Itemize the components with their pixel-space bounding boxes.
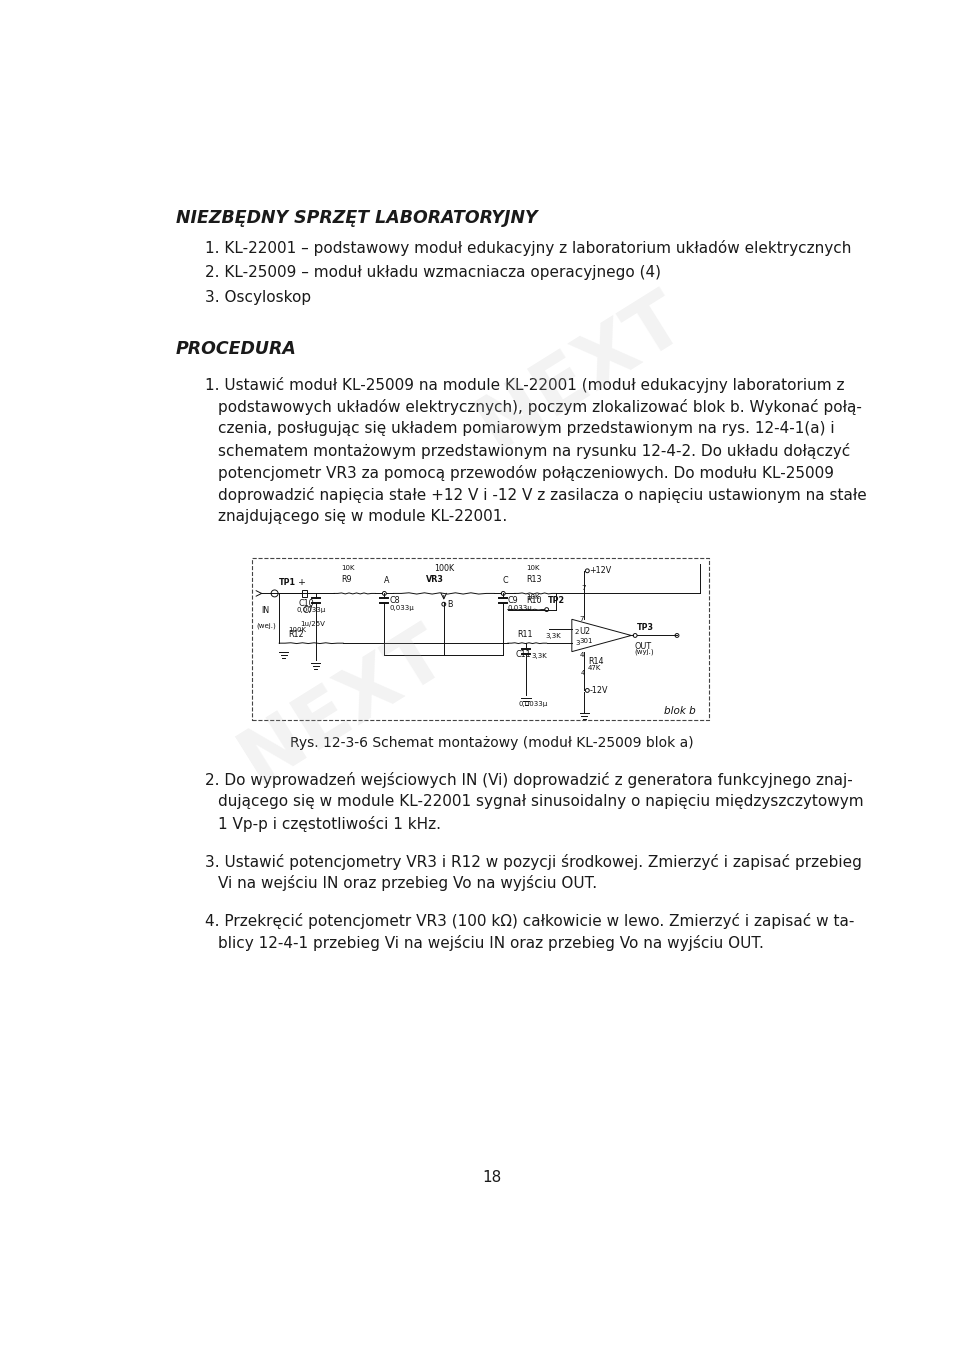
Text: +12V: +12V	[589, 566, 612, 575]
Text: 10K: 10K	[526, 565, 540, 571]
Text: 3,3K: 3,3K	[546, 632, 562, 639]
Text: (wej.): (wej.)	[256, 623, 276, 630]
Text: -12V: -12V	[589, 685, 608, 695]
Text: VR3: VR3	[425, 575, 444, 584]
Text: 3,3K: 3,3K	[532, 653, 547, 660]
Text: NEXT: NEXT	[466, 281, 697, 463]
Text: B: B	[447, 600, 452, 609]
Text: 3: 3	[575, 641, 580, 646]
Text: C7: C7	[302, 607, 313, 615]
Text: 4: 4	[581, 670, 586, 676]
Text: R9: R9	[341, 575, 351, 584]
Text: +: +	[298, 578, 305, 588]
Text: R14: R14	[588, 657, 604, 666]
Bar	[302, 589, 306, 597]
Text: C10: C10	[299, 598, 314, 608]
Text: C: C	[502, 577, 508, 585]
Text: znajdującego się w module KL-22001.: znajdującego się w module KL-22001.	[219, 509, 508, 524]
Text: doprowadzić napięcia stałe +12 V i -12 V z zasilacza o napięciu ustawionym na st: doprowadzić napięcia stałe +12 V i -12 V…	[219, 487, 867, 503]
Text: schematem montażowym przedstawionym na rysunku 12-4-2. Do układu dołączyć: schematem montażowym przedstawionym na r…	[219, 444, 851, 459]
Text: 2. Do wyprowadzeń wejściowych IN (Vi) doprowadzić z generatora funkcyjnego znaj-: 2. Do wyprowadzeń wejściowych IN (Vi) do…	[205, 772, 853, 788]
Text: blok b: blok b	[663, 706, 695, 716]
Text: 2. KL-25009 – moduł układu wzmacniacza operacyjnego (4): 2. KL-25009 – moduł układu wzmacniacza o…	[205, 265, 661, 281]
Text: C8: C8	[389, 596, 399, 605]
Text: 301: 301	[580, 638, 593, 643]
Text: R13: R13	[526, 575, 541, 584]
Text: 7: 7	[580, 616, 584, 622]
Text: (wyj.): (wyj.)	[635, 649, 654, 655]
Text: OUT: OUT	[635, 642, 652, 650]
Text: 3. Ustawić potencjometry VR3 i R12 w pozycji środkowej. Zmierzyć i zapisać przeb: 3. Ustawić potencjometry VR3 i R12 w poz…	[205, 854, 862, 870]
Text: 100K: 100K	[434, 565, 454, 573]
Text: 4: 4	[580, 651, 584, 658]
Text: 1 Vp-p i częstotliwości 1 kHz.: 1 Vp-p i częstotliwości 1 kHz.	[219, 816, 442, 832]
Text: R12: R12	[288, 630, 304, 639]
Text: 3. Oscyloskop: 3. Oscyloskop	[205, 290, 311, 305]
Text: 10K: 10K	[341, 565, 354, 571]
Text: Vi na wejściu IN oraz przebieg Vo na wyjściu OUT.: Vi na wejściu IN oraz przebieg Vo na wyj…	[219, 875, 597, 892]
Text: C11: C11	[516, 650, 531, 660]
Text: Rys. 12-3-6 Schemat montażowy (moduł KL-25009 blok a): Rys. 12-3-6 Schemat montażowy (moduł KL-…	[290, 737, 694, 750]
Text: czenia, posługując się układem pomiarowym przedstawionym na rys. 12-4-1(a) i: czenia, posługując się układem pomiarowy…	[219, 421, 835, 436]
Text: 0,0033μ: 0,0033μ	[518, 700, 547, 707]
Text: TP3: TP3	[636, 623, 654, 631]
Text: 100K: 100K	[288, 627, 306, 634]
Text: 18: 18	[482, 1170, 502, 1185]
Text: potencjometr VR3 za pomocą przewodów połączeniowych. Do modułu KL-25009: potencjometr VR3 za pomocą przewodów poł…	[219, 465, 834, 482]
Text: 2: 2	[575, 630, 579, 635]
Bar	[252, 558, 709, 719]
Text: NIEZBĘDNY SPRZĘT LABORATORYJNY: NIEZBĘDNY SPRZĘT LABORATORYJNY	[176, 209, 538, 227]
Text: 1. Ustawić moduł KL-25009 na module KL-22001 (moduł edukacyjny laboratorium z: 1. Ustawić moduł KL-25009 na module KL-2…	[205, 377, 845, 394]
Text: R10: R10	[526, 596, 541, 605]
Text: A: A	[384, 577, 389, 585]
Text: U2: U2	[580, 627, 590, 636]
Text: blicy 12-4-1 przebieg Vi na wejściu IN oraz przebieg Vo na wyjściu OUT.: blicy 12-4-1 przebieg Vi na wejściu IN o…	[219, 935, 764, 951]
Text: 1u/25V: 1u/25V	[300, 622, 325, 627]
Text: 0,033μ: 0,033μ	[389, 605, 414, 611]
Text: 0,0033μ: 0,0033μ	[297, 608, 325, 613]
Text: C9: C9	[508, 596, 518, 605]
Text: TP2: TP2	[547, 596, 564, 605]
Text: 1. KL-22001 – podstawowy moduł edukacyjny z laboratorium układów elektrycznych: 1. KL-22001 – podstawowy moduł edukacyjn…	[205, 240, 852, 256]
Text: 7: 7	[581, 585, 586, 592]
Text: NEXT: NEXT	[228, 615, 459, 798]
Text: 47K: 47K	[588, 665, 602, 672]
Text: PROCEDURA: PROCEDURA	[176, 341, 297, 358]
Text: R11: R11	[516, 630, 533, 639]
Text: 10K: 10K	[526, 593, 540, 600]
Text: dującego się w module KL-22001 sygnał sinusoidalny o napięciu międzyszczytowym: dującego się w module KL-22001 sygnał si…	[219, 794, 864, 809]
Text: 0,033μ: 0,033μ	[508, 605, 533, 611]
Text: IN: IN	[261, 607, 269, 615]
Text: 4. Przekręcić potencjometr VR3 (100 kΩ) całkowicie w lewo. Zmierzyć i zapisać w : 4. Przekręcić potencjometr VR3 (100 kΩ) …	[205, 913, 854, 928]
Text: TP1: TP1	[279, 578, 297, 588]
Text: podstawowych układów elektrycznych), poczym zlokalizować blok b. Wykonać połą-: podstawowych układów elektrycznych), poc…	[219, 399, 862, 415]
